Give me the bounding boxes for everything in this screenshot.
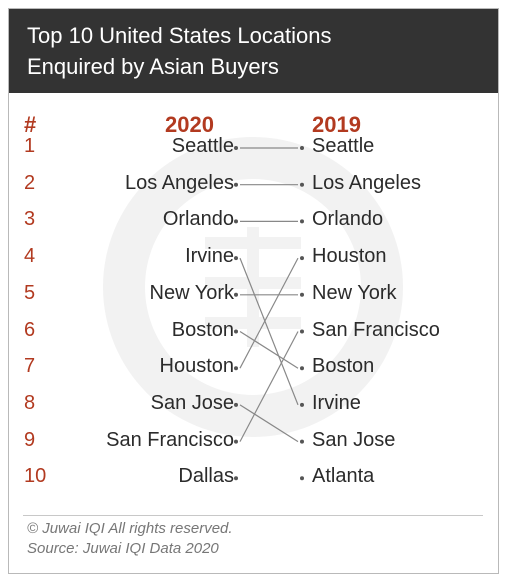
rank-number: 9 xyxy=(24,428,36,451)
city-2019: Boston xyxy=(312,355,375,378)
dot-2019 xyxy=(300,439,304,444)
connector-line xyxy=(239,331,299,442)
rank-number: 10 xyxy=(24,465,47,488)
city-2019: Atlanta xyxy=(312,465,375,488)
dot-2020 xyxy=(234,439,238,444)
city-2019: Los Angeles xyxy=(312,171,421,194)
rank-number: 5 xyxy=(24,281,36,304)
city-2019: San Jose xyxy=(312,428,396,451)
city-2019: New York xyxy=(312,281,397,304)
dot-2020 xyxy=(234,146,238,150)
city-2019: Houston xyxy=(312,245,387,268)
city-2020: Dallas xyxy=(178,465,234,488)
city-2020: Irvine xyxy=(185,245,234,268)
city-2020: Orlando xyxy=(162,208,234,231)
year-2020-header: 2020 xyxy=(165,112,214,137)
rank-number: 3 xyxy=(24,208,36,231)
copyright-note: © Juwai IQI All rights reserved. xyxy=(27,520,233,537)
year-2019-header: 2019 xyxy=(312,112,361,137)
city-2020: Houston xyxy=(159,355,235,378)
dot-2019 xyxy=(300,476,304,481)
city-2019: Seattle xyxy=(312,135,375,157)
rank-column-header: # xyxy=(24,112,37,137)
title-line-2: Enquired by Asian Buyers xyxy=(27,54,279,79)
dot-2019 xyxy=(300,182,304,187)
dot-2019 xyxy=(300,292,304,297)
source-note: Source: Juwai IQI Data 2020 xyxy=(27,540,219,557)
dot-2020 xyxy=(234,182,238,187)
dot-2019 xyxy=(300,366,304,371)
footer-divider xyxy=(23,515,483,516)
rank-change-connectors xyxy=(234,146,304,481)
header-bar: Top 10 United States Locations Enquired … xyxy=(9,9,498,93)
dot-2019 xyxy=(300,146,304,150)
city-2020: San Francisco xyxy=(106,428,234,451)
dot-2020 xyxy=(234,219,238,224)
city-2019: Orlando xyxy=(312,208,384,231)
dot-2019 xyxy=(300,402,304,407)
city-2020: New York xyxy=(149,281,235,304)
rank-number: 8 xyxy=(24,391,36,414)
connector-line xyxy=(239,257,299,369)
ranking-card: Top 10 United States Locations Enquired … xyxy=(8,8,499,574)
dot-2019 xyxy=(300,219,304,224)
dot-2020 xyxy=(234,329,238,334)
dot-2019 xyxy=(300,329,304,334)
city-2020: Los Angeles xyxy=(125,171,234,194)
city-2020: Seattle xyxy=(171,135,234,157)
connector-line xyxy=(239,257,299,406)
dot-2020 xyxy=(234,366,238,371)
dot-2020 xyxy=(234,476,238,481)
city-2019: Irvine xyxy=(312,391,361,414)
dot-2020 xyxy=(234,292,238,297)
city-2020: San Jose xyxy=(150,391,234,414)
connector-line xyxy=(239,330,299,369)
city-2020: Boston xyxy=(171,318,234,341)
title-line-1: Top 10 United States Locations xyxy=(27,23,332,48)
dot-2020 xyxy=(234,256,238,261)
connector-line xyxy=(239,404,299,443)
rank-number: 7 xyxy=(24,355,36,378)
rank-number: 2 xyxy=(24,171,36,194)
city-2019: San Francisco xyxy=(312,318,440,341)
dot-2019 xyxy=(300,256,304,261)
rank-number: 1 xyxy=(24,135,36,157)
watermark-logo-icon xyxy=(103,137,403,437)
rank-number: 6 xyxy=(24,318,36,341)
dot-2020 xyxy=(234,402,238,407)
rank-number: 4 xyxy=(24,245,36,268)
